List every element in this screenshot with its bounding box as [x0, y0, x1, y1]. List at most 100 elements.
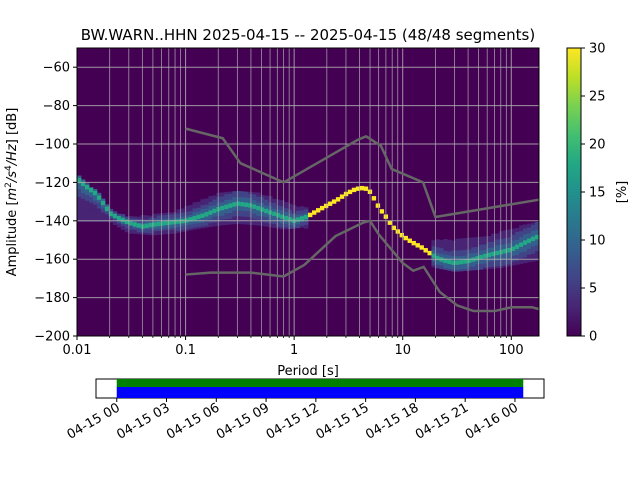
heatmap-cell — [503, 248, 508, 254]
heatmap-cell — [483, 236, 488, 239]
heatmap-cell — [144, 215, 150, 218]
heatmap-cell — [327, 201, 333, 206]
heatmap-cell — [88, 196, 94, 199]
heatmap-cell — [280, 204, 285, 207]
heatmap-cell — [495, 244, 500, 248]
heatmap-cell — [232, 206, 237, 209]
heatmap-cell — [523, 253, 528, 256]
heatmap-cell — [244, 201, 249, 204]
heatmap-cell — [451, 269, 456, 272]
heatmap-cell — [471, 268, 476, 271]
heatmap-cell — [443, 238, 448, 242]
heatmap-cell — [140, 220, 146, 224]
heatmap-cell — [451, 244, 456, 247]
heatmap-cell — [499, 236, 504, 240]
heatmap-cell — [77, 178, 82, 183]
heatmap-cell — [447, 266, 452, 269]
heatmap-cell — [104, 206, 110, 211]
heatmap-cell — [256, 196, 261, 199]
heatmap-cell — [280, 200, 285, 203]
x-tick-label: 100 — [499, 343, 524, 358]
heatmap-cell — [515, 250, 520, 254]
heatmap-cell — [184, 211, 189, 214]
heatmap-cell — [96, 192, 102, 196]
heatmap-cell — [471, 264, 476, 267]
heatmap-cell — [527, 227, 532, 230]
x-tick-label: 0.1 — [175, 343, 196, 358]
heatmap-cell — [136, 228, 142, 231]
heatmap-cell — [503, 245, 508, 248]
heatmap-cell — [435, 239, 440, 242]
heatmap-cell — [168, 214, 173, 217]
heatmap-cell — [100, 213, 106, 217]
heatmap-cell — [224, 204, 229, 210]
heatmap-cell — [463, 247, 468, 250]
heatmap-cell — [176, 217, 181, 220]
heatmap-cell — [483, 253, 488, 259]
heatmap-cell — [475, 262, 480, 265]
heatmap-cell — [511, 242, 516, 245]
heatmap-cell — [128, 227, 134, 230]
heatmap-cell — [507, 256, 512, 259]
heatmap-cell — [443, 263, 448, 267]
heatmap-cell — [124, 226, 130, 229]
heatmap-cell — [176, 228, 181, 231]
heatmap-cell — [132, 229, 138, 232]
heatmap-cell — [511, 253, 516, 256]
heatmap-cell — [80, 210, 86, 213]
heatmap-cell — [176, 230, 181, 233]
heatmap-cell — [77, 206, 82, 209]
heatmap-cell — [535, 241, 540, 244]
heatmap-cell — [276, 207, 281, 210]
heatmap-cell — [443, 246, 448, 249]
heatmap-cell — [527, 256, 532, 259]
heatmap-cell — [535, 233, 540, 236]
heatmap-cell — [447, 249, 452, 252]
heatmap-cell — [236, 196, 241, 199]
heatmap-cell — [391, 225, 397, 231]
heatmap-cell — [455, 244, 460, 247]
heatmap-cell — [479, 267, 484, 270]
heatmap-cell — [531, 228, 536, 231]
heatmap-cell — [96, 195, 102, 200]
heatmap-cell — [228, 197, 233, 200]
heatmap-cell — [515, 229, 520, 233]
heatmap-cell — [236, 210, 241, 213]
timeline-tick-label: 04-15 15 — [314, 400, 372, 442]
heatmap-cell — [80, 190, 86, 194]
heatmap-cell — [176, 211, 181, 214]
heatmap-cell — [288, 213, 293, 216]
heatmap-cell — [475, 237, 480, 240]
heatmap-cell — [204, 223, 209, 226]
heatmap-cell — [244, 193, 249, 196]
heatmap-cell — [200, 199, 205, 202]
heatmap-cell — [280, 206, 285, 209]
heatmap-cell — [535, 248, 540, 252]
heatmap-cell — [479, 248, 484, 251]
heatmap-cell — [196, 213, 201, 216]
heatmap-cell — [467, 253, 472, 256]
heatmap-cell — [144, 228, 150, 232]
heatmap-cell — [443, 252, 448, 255]
heatmap-cell — [116, 223, 122, 226]
heatmap-cell — [304, 226, 309, 229]
heatmap-cell — [491, 266, 496, 269]
heatmap-cell — [248, 211, 253, 214]
heatmap-cell — [148, 217, 154, 220]
heatmap-cell — [120, 223, 126, 226]
heatmap-cell — [304, 207, 309, 210]
heatmap-cell — [152, 227, 158, 230]
heatmap-cell — [531, 249, 536, 252]
heatmap-cell — [252, 222, 257, 226]
heatmap-cell — [443, 244, 448, 247]
heatmap-cell — [220, 192, 225, 195]
heatmap-cell — [104, 217, 110, 220]
heatmap-cell — [260, 207, 265, 212]
heatmap-cell — [479, 246, 484, 249]
heatmap-cell — [120, 217, 126, 223]
heatmap-cell — [244, 220, 249, 223]
heatmap-cell — [168, 220, 173, 225]
heatmap-cell — [140, 215, 146, 218]
heatmap-cell — [463, 263, 468, 266]
heatmap-cell — [515, 227, 520, 231]
